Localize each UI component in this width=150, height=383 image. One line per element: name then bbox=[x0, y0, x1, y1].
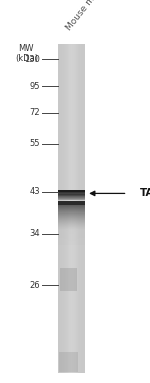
Bar bbox=[58, 217, 85, 218]
Bar bbox=[69, 44, 70, 373]
Bar bbox=[74, 44, 75, 373]
Bar bbox=[70, 44, 71, 373]
Text: 72: 72 bbox=[29, 108, 40, 118]
Bar bbox=[68, 44, 69, 373]
Text: 95: 95 bbox=[29, 82, 40, 91]
Bar bbox=[58, 208, 85, 210]
Bar bbox=[58, 206, 85, 207]
Bar bbox=[58, 192, 85, 193]
Bar bbox=[83, 44, 84, 373]
Bar bbox=[58, 195, 85, 196]
Bar bbox=[58, 231, 85, 232]
Bar bbox=[58, 222, 85, 223]
Bar bbox=[58, 193, 85, 194]
Bar bbox=[58, 243, 85, 244]
Bar bbox=[58, 191, 85, 192]
Bar bbox=[58, 194, 85, 195]
Bar bbox=[58, 204, 85, 205]
Bar bbox=[58, 201, 85, 205]
Bar bbox=[58, 44, 59, 373]
Bar bbox=[58, 190, 85, 192]
Bar bbox=[58, 216, 85, 217]
Bar bbox=[78, 44, 79, 373]
Bar bbox=[59, 44, 60, 373]
Bar bbox=[58, 219, 85, 220]
Text: 55: 55 bbox=[29, 139, 40, 148]
Bar bbox=[64, 44, 65, 373]
Bar bbox=[67, 44, 68, 373]
Bar bbox=[58, 232, 85, 234]
Bar bbox=[58, 209, 85, 210]
Bar bbox=[58, 218, 85, 219]
Bar bbox=[58, 244, 85, 245]
Bar bbox=[58, 214, 85, 216]
Bar bbox=[58, 213, 85, 214]
Text: MW
(kDa): MW (kDa) bbox=[15, 44, 38, 63]
Bar bbox=[58, 242, 85, 243]
Text: 26: 26 bbox=[29, 281, 40, 290]
Text: TAAR5: TAAR5 bbox=[140, 188, 150, 198]
Bar bbox=[72, 44, 73, 373]
Bar bbox=[76, 44, 77, 373]
Bar bbox=[82, 44, 83, 373]
Bar bbox=[62, 44, 63, 373]
Bar bbox=[58, 241, 85, 242]
Bar bbox=[58, 234, 85, 236]
Bar bbox=[58, 238, 85, 239]
Text: 43: 43 bbox=[29, 187, 40, 196]
Bar bbox=[75, 44, 76, 373]
Bar bbox=[84, 44, 85, 373]
Text: 34: 34 bbox=[29, 229, 40, 238]
Bar bbox=[81, 44, 82, 373]
Bar bbox=[80, 44, 81, 373]
Bar bbox=[58, 237, 85, 238]
Bar bbox=[71, 44, 72, 373]
Bar bbox=[58, 226, 85, 227]
Text: 130: 130 bbox=[24, 55, 40, 64]
Text: Mouse muscle: Mouse muscle bbox=[65, 0, 112, 33]
Bar bbox=[58, 211, 85, 213]
Bar bbox=[58, 197, 85, 198]
Bar bbox=[58, 236, 85, 237]
Bar bbox=[58, 223, 85, 224]
Bar bbox=[58, 225, 85, 226]
Bar bbox=[58, 210, 85, 211]
Bar bbox=[63, 44, 64, 373]
Bar bbox=[58, 196, 85, 197]
Bar bbox=[58, 44, 85, 373]
Bar bbox=[61, 44, 62, 373]
Bar bbox=[58, 240, 85, 241]
Bar bbox=[58, 221, 85, 222]
Bar bbox=[58, 205, 85, 206]
Bar bbox=[58, 227, 85, 228]
Bar bbox=[77, 44, 78, 373]
Bar bbox=[58, 199, 85, 200]
Bar bbox=[79, 44, 80, 373]
Bar bbox=[58, 229, 85, 231]
Bar bbox=[60, 268, 77, 291]
Bar bbox=[58, 220, 85, 221]
Bar bbox=[58, 190, 85, 191]
Bar bbox=[58, 198, 85, 199]
Bar bbox=[65, 44, 66, 373]
Bar bbox=[60, 44, 61, 373]
Bar bbox=[73, 44, 74, 373]
Bar bbox=[59, 352, 78, 372]
Bar bbox=[58, 203, 85, 204]
Bar bbox=[58, 224, 85, 225]
Bar bbox=[58, 228, 85, 229]
Bar bbox=[58, 207, 85, 208]
Bar bbox=[66, 44, 67, 373]
Bar bbox=[58, 239, 85, 240]
